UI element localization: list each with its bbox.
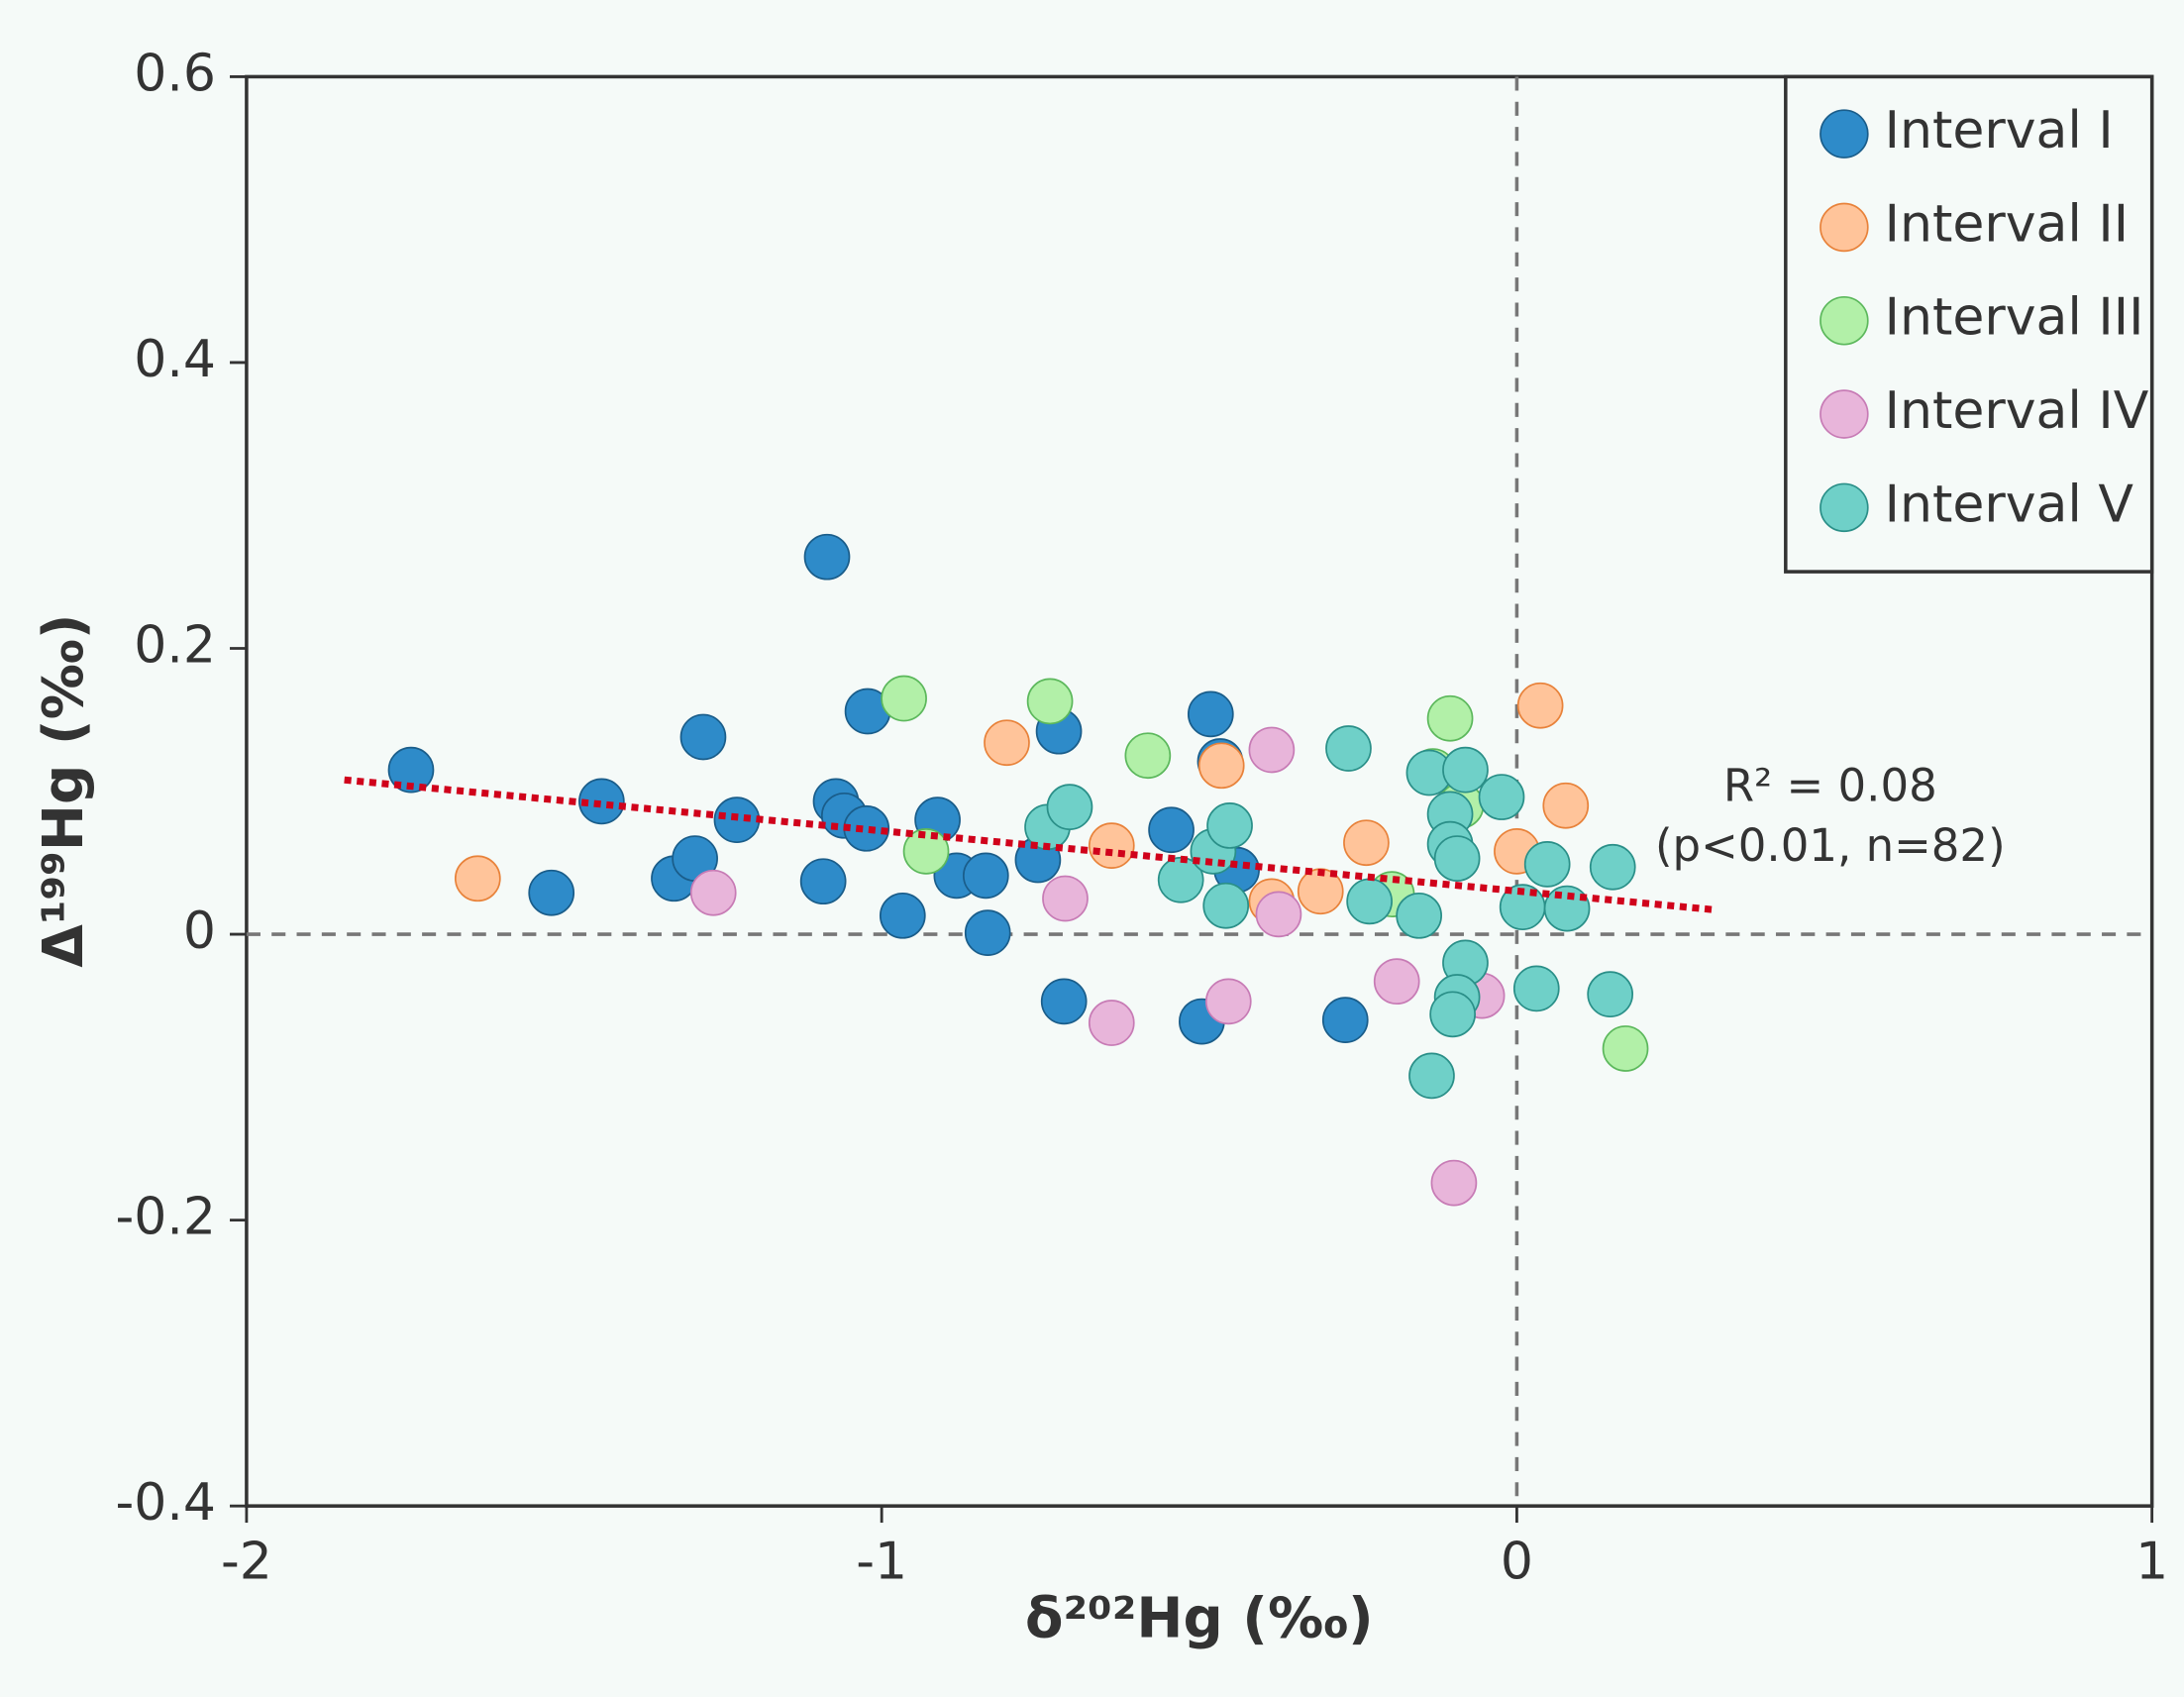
point xyxy=(1587,971,1634,1018)
legend-marker xyxy=(1820,109,1869,159)
legend-label: Interval V xyxy=(1885,475,2134,534)
y-tick-label: -0.4 xyxy=(115,1473,216,1533)
y-axis-label: Δ¹⁹⁹Hg (‰) xyxy=(32,614,96,968)
point xyxy=(1346,878,1393,925)
point xyxy=(962,852,1009,900)
legend-label: Interval II xyxy=(1885,194,2129,254)
legend-label: Interval IV xyxy=(1885,381,2149,441)
point xyxy=(1433,835,1481,882)
point xyxy=(1542,782,1590,829)
point xyxy=(1426,694,1474,742)
point xyxy=(1026,678,1074,725)
trend-line xyxy=(344,776,1717,914)
point xyxy=(1321,997,1369,1043)
x-tick-label: -1 xyxy=(856,1532,907,1591)
y-tick-label: -0.2 xyxy=(115,1188,216,1247)
legend-marker xyxy=(1820,295,1869,346)
point xyxy=(1523,841,1571,888)
point xyxy=(1343,819,1390,867)
point xyxy=(1046,784,1093,831)
y-tick-label: 0.2 xyxy=(134,615,216,675)
point xyxy=(1442,746,1489,794)
point xyxy=(1124,732,1172,780)
point xyxy=(1429,991,1476,1038)
point xyxy=(881,675,927,722)
legend-marker xyxy=(1820,482,1869,533)
point xyxy=(1325,725,1372,772)
point xyxy=(689,869,737,916)
legend-label: Interval III xyxy=(1885,288,2144,348)
point xyxy=(1187,690,1234,738)
annotation: R² = 0.08 xyxy=(1723,760,1937,812)
point xyxy=(1408,1052,1455,1100)
point xyxy=(1478,774,1525,820)
x-tick-label: 0 xyxy=(1501,1532,1533,1591)
point xyxy=(1248,726,1296,774)
point xyxy=(1088,822,1135,869)
y-tick-label: 0 xyxy=(183,902,216,961)
point xyxy=(799,858,847,905)
point xyxy=(1255,891,1302,938)
point xyxy=(1148,806,1195,854)
point xyxy=(528,869,575,916)
point xyxy=(1430,1159,1478,1207)
plot-frame xyxy=(245,74,2154,1508)
point xyxy=(803,533,851,581)
point xyxy=(1516,682,1564,729)
point xyxy=(387,746,435,794)
point xyxy=(1042,875,1089,922)
x-tick-label: 1 xyxy=(2135,1532,2168,1591)
point xyxy=(902,828,950,875)
x-tick-label: -2 xyxy=(221,1532,272,1591)
point xyxy=(454,855,501,902)
point xyxy=(679,713,727,761)
point xyxy=(1197,742,1245,790)
point xyxy=(1602,1025,1649,1072)
point xyxy=(879,892,926,939)
y-tick-label: 0.6 xyxy=(134,44,216,103)
y-tick-label: 0.4 xyxy=(134,330,216,389)
point xyxy=(984,719,1030,767)
point xyxy=(1589,843,1636,891)
point xyxy=(1040,978,1088,1025)
legend-marker xyxy=(1820,389,1869,439)
annotation: (p<0.01, n=82) xyxy=(1655,819,2006,872)
point xyxy=(1206,802,1253,849)
x-axis-label: δ²⁰²Hg (‰) xyxy=(1025,1587,1374,1651)
point xyxy=(1396,892,1442,939)
point xyxy=(578,778,625,825)
point xyxy=(1512,965,1560,1012)
legend-label: Interval I xyxy=(1885,101,2114,160)
point xyxy=(1373,958,1420,1006)
legend-marker xyxy=(1820,202,1869,253)
point xyxy=(1204,978,1252,1025)
point xyxy=(1202,882,1250,929)
point xyxy=(1088,1000,1135,1046)
point xyxy=(964,909,1011,956)
point xyxy=(1543,885,1591,932)
